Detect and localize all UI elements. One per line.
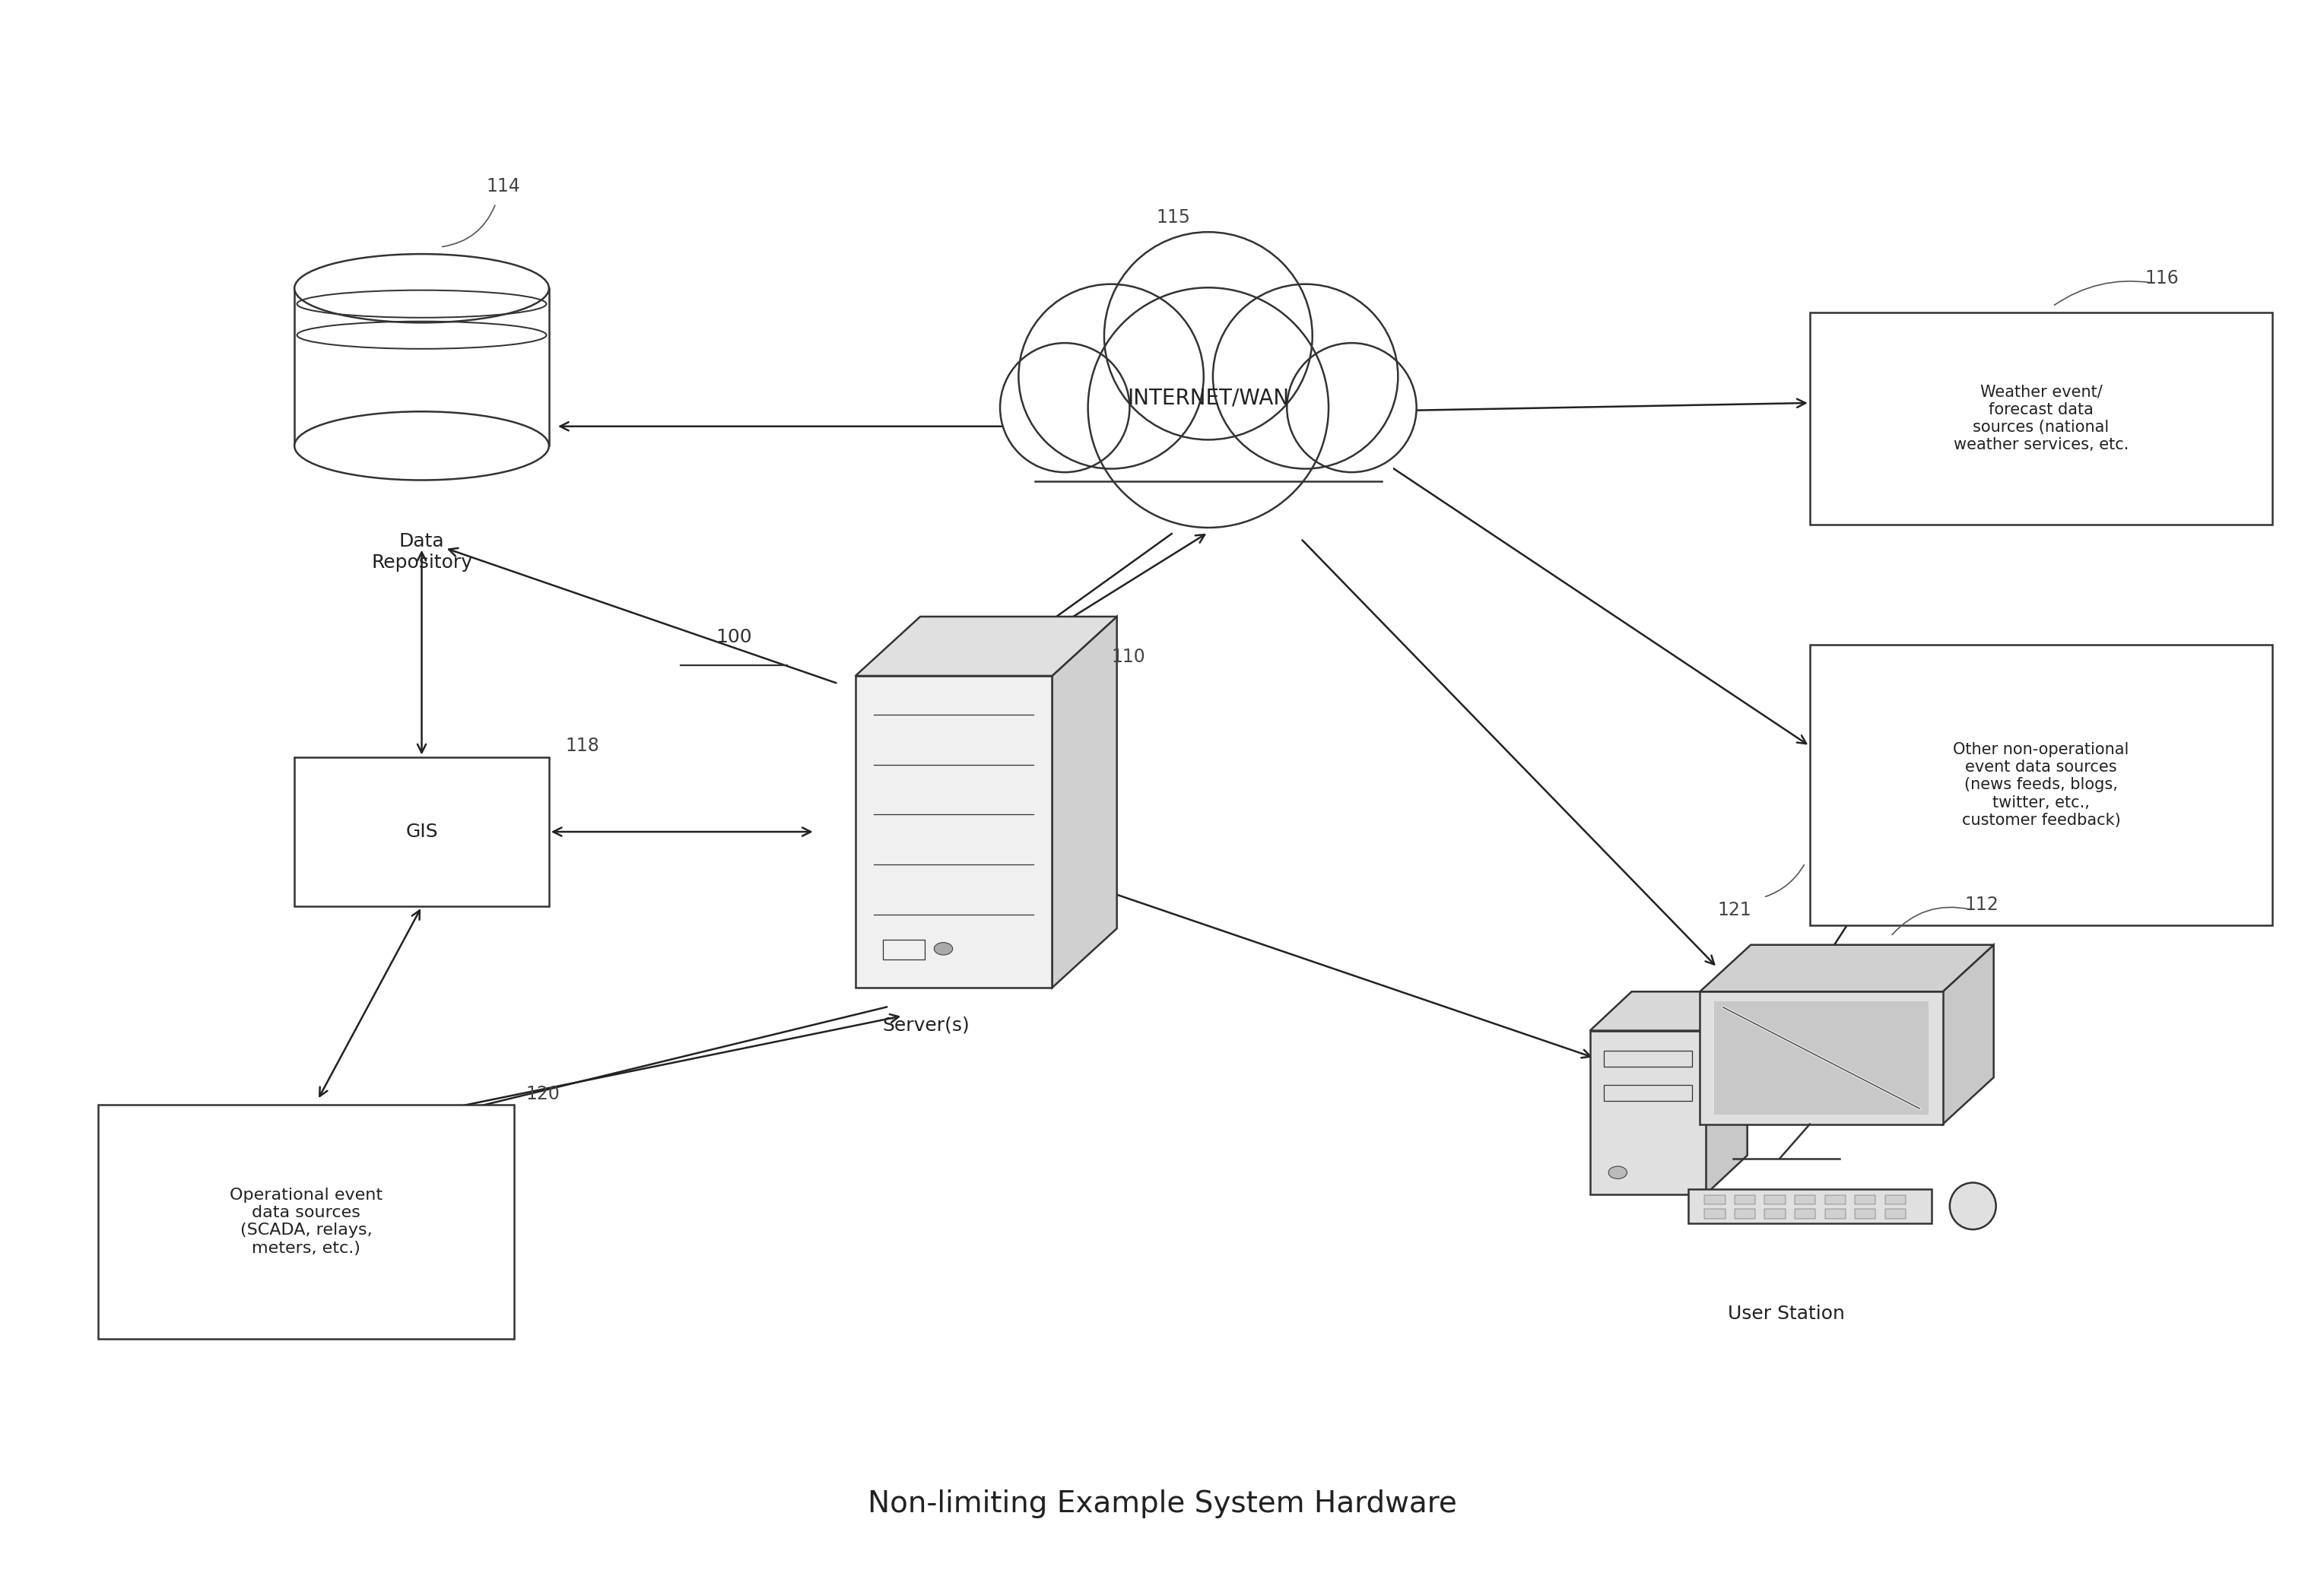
Polygon shape	[1706, 992, 1748, 1195]
Polygon shape	[855, 617, 1118, 675]
Text: 116: 116	[2145, 268, 2180, 287]
Bar	[855, 675, 1053, 988]
Bar	[1734, 1195, 1755, 1204]
Text: GIS: GIS	[404, 823, 437, 842]
Text: Non-limiting Example System Hardware: Non-limiting Example System Hardware	[867, 1488, 1457, 1518]
Bar	[1885, 1209, 1906, 1218]
Text: 110: 110	[1111, 648, 1146, 666]
Ellipse shape	[295, 254, 548, 322]
Bar	[1885, 1195, 1906, 1204]
Polygon shape	[1053, 617, 1118, 988]
Ellipse shape	[1213, 284, 1399, 469]
Bar	[1764, 1209, 1785, 1218]
Bar	[1764, 1195, 1785, 1204]
Ellipse shape	[1104, 232, 1313, 440]
Text: Weather event/
forecast data
sources (national
weather services, etc.: Weather event/ forecast data sources (na…	[1954, 385, 2129, 452]
Circle shape	[934, 942, 953, 955]
Text: Server(s): Server(s)	[883, 1016, 969, 1035]
Bar	[98, 1105, 514, 1339]
Bar	[1703, 1195, 1724, 1204]
Bar	[1810, 312, 2273, 524]
Bar	[1824, 1209, 1845, 1218]
Ellipse shape	[999, 342, 1129, 473]
Polygon shape	[1590, 992, 1748, 1030]
Text: 120: 120	[525, 1085, 560, 1102]
Circle shape	[1608, 1167, 1627, 1179]
Bar	[1699, 992, 1943, 1124]
Bar	[1023, 396, 1394, 480]
Text: 121: 121	[1717, 901, 1752, 918]
Bar	[1794, 1209, 1815, 1218]
Bar	[1590, 1030, 1706, 1195]
Text: 100: 100	[716, 628, 753, 645]
Bar	[1824, 1195, 1845, 1204]
Ellipse shape	[1088, 287, 1329, 528]
Bar	[1810, 645, 2273, 925]
Bar	[1604, 1050, 1692, 1066]
Bar	[1734, 1209, 1755, 1218]
Bar	[1703, 1209, 1724, 1218]
Ellipse shape	[295, 411, 548, 480]
Bar	[1713, 1002, 1929, 1115]
Bar	[883, 939, 925, 959]
Ellipse shape	[1950, 1182, 1996, 1229]
Bar	[1855, 1195, 1875, 1204]
Polygon shape	[1699, 945, 1994, 992]
Bar	[1855, 1209, 1875, 1218]
Text: 115: 115	[1157, 209, 1190, 226]
Polygon shape	[1943, 945, 1994, 1124]
Bar	[295, 757, 548, 906]
Bar	[1604, 1085, 1692, 1101]
Ellipse shape	[1018, 284, 1204, 469]
Text: Other non-operational
event data sources
(news feeds, blogs,
twitter, etc.,
cust: Other non-operational event data sources…	[1952, 743, 2129, 827]
Text: User Station: User Station	[1729, 1305, 1845, 1322]
Bar	[1794, 1195, 1815, 1204]
Text: Data
Repository: Data Repository	[372, 532, 472, 571]
Ellipse shape	[1287, 342, 1418, 473]
Bar	[1687, 1188, 1931, 1223]
Text: Operational event
data sources
(SCADA, relays,
meters, etc.): Operational event data sources (SCADA, r…	[230, 1187, 383, 1256]
Text: 118: 118	[565, 736, 600, 755]
Bar	[295, 289, 548, 446]
Text: 112: 112	[1964, 896, 1999, 914]
Text: INTERNET/WAN: INTERNET/WAN	[1127, 388, 1290, 408]
Text: 114: 114	[486, 177, 521, 196]
